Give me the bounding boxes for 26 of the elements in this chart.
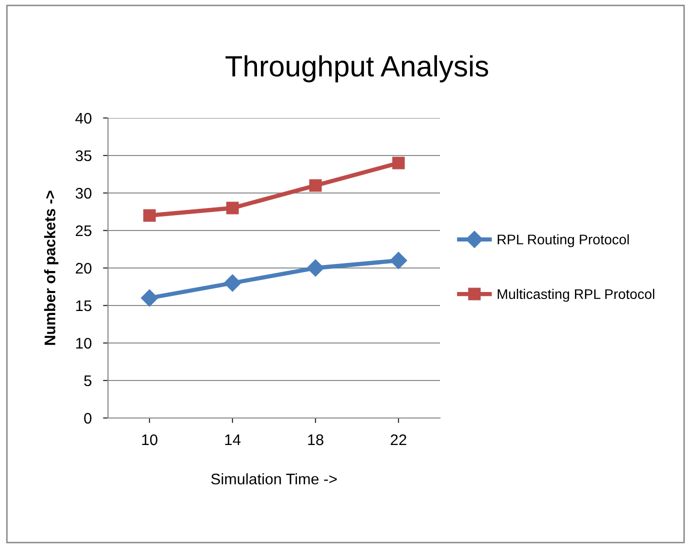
point [309, 179, 322, 192]
x-tick-label: 10 [142, 434, 158, 446]
x-axis-title: Simulation Time -> [211, 473, 337, 484]
x-tick-label: 22 [390, 434, 406, 446]
y-tick-label: 35 [76, 150, 92, 162]
point [143, 209, 156, 222]
point [390, 252, 408, 270]
y-tick-label: 20 [76, 262, 92, 274]
y-axis-title: Number of packets -> [44, 190, 58, 345]
y-tick-label: 30 [76, 188, 92, 199]
x-tick-label: 18 [308, 434, 324, 446]
point [140, 289, 158, 307]
y-tick-label: 0 [84, 412, 92, 424]
chart-title: Throughput Analysis [226, 55, 488, 82]
legend-label: Multicasting RPL Protocol [498, 288, 654, 302]
y-tick-label: 25 [76, 225, 92, 236]
legend-label: RPL Routing Protocol [498, 234, 629, 248]
y-tick-label: 5 [84, 376, 92, 386]
x-tick-label: 14 [225, 434, 241, 446]
point [306, 259, 324, 277]
y-tick-label: 10 [76, 338, 92, 349]
point [226, 202, 239, 214]
y-tick-label: 15 [76, 300, 92, 312]
point [224, 274, 242, 292]
y-tick-label: 40 [75, 112, 92, 124]
point [392, 156, 405, 170]
